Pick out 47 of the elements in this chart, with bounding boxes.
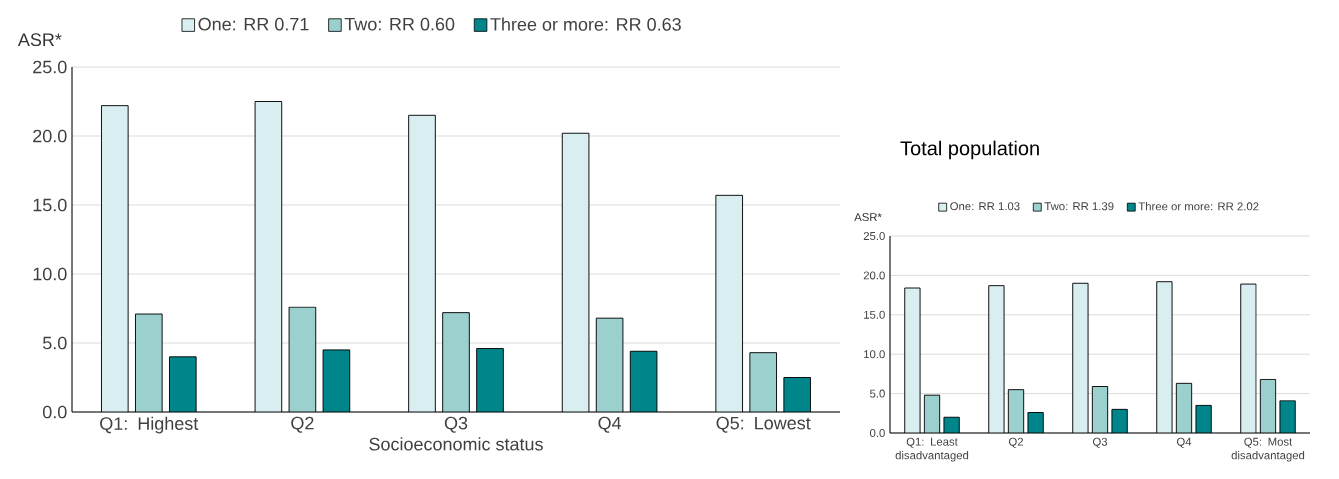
bar — [135, 314, 163, 412]
bar — [255, 101, 282, 412]
y-tick-label: 15.0 — [864, 310, 885, 319]
bar — [408, 115, 436, 412]
x-tick-label: Q1: Highest — [100, 416, 199, 434]
y-tick-label: 5.0 — [870, 389, 885, 398]
x-tick-label: Q4 — [598, 416, 622, 433]
bar — [1240, 283, 1257, 433]
y-tick-label: 20.0 — [863, 271, 885, 280]
bar — [1156, 281, 1173, 433]
legend-label: One: RR 1.03 — [950, 202, 1020, 211]
y-tick-label: 15.0 — [33, 198, 67, 212]
legend-label: Three or more: RR 2.02 — [1138, 202, 1259, 211]
x-tick-label: Q2 — [1008, 437, 1023, 448]
bar — [749, 352, 777, 412]
bar — [715, 194, 744, 412]
y-tick-label: 0.0 — [869, 429, 885, 437]
chart-title: Total population — [900, 140, 1039, 160]
x-tick-label: Q5: Most disadvantaged — [1231, 437, 1305, 462]
y-axis-title: ASR* — [17, 33, 62, 47]
y-tick-label: 25.0 — [33, 60, 67, 74]
x-axis-title: Socioeconomic status — [369, 437, 543, 451]
y-tick-label: 10.0 — [864, 350, 885, 359]
y-tick-label: 0.0 — [42, 405, 67, 419]
x-tick-label: Q2 — [291, 416, 314, 433]
x-tick-label: Q1: Least disadvantaged — [895, 437, 969, 462]
y-tick-label: 25.0 — [863, 232, 885, 241]
bar — [442, 312, 470, 412]
bar — [596, 318, 623, 412]
legend-label: Two: RR 0.60 — [344, 17, 455, 31]
bar — [562, 133, 589, 412]
x-tick-label: Q3 — [444, 416, 468, 433]
x-tick-label: Q3 — [1092, 437, 1108, 448]
legend-label: One: RR 0.71 — [198, 17, 309, 31]
legend-label: Three or more: RR 0.63 — [490, 17, 681, 31]
x-tick-label: Q5: Lowest — [716, 416, 811, 433]
bar — [289, 307, 316, 412]
bar — [988, 285, 1005, 433]
bar — [904, 288, 921, 433]
y-axis-title: ASR* — [854, 213, 882, 222]
bar — [101, 105, 129, 412]
bar — [1072, 283, 1089, 433]
y-tick-label: 5.0 — [42, 336, 67, 350]
y-tick-label: 10.0 — [33, 267, 67, 281]
x-tick-label: Q4 — [1176, 437, 1192, 448]
legend-label: Two: RR 1.39 — [1044, 202, 1114, 211]
y-tick-label: 20.0 — [33, 129, 67, 143]
